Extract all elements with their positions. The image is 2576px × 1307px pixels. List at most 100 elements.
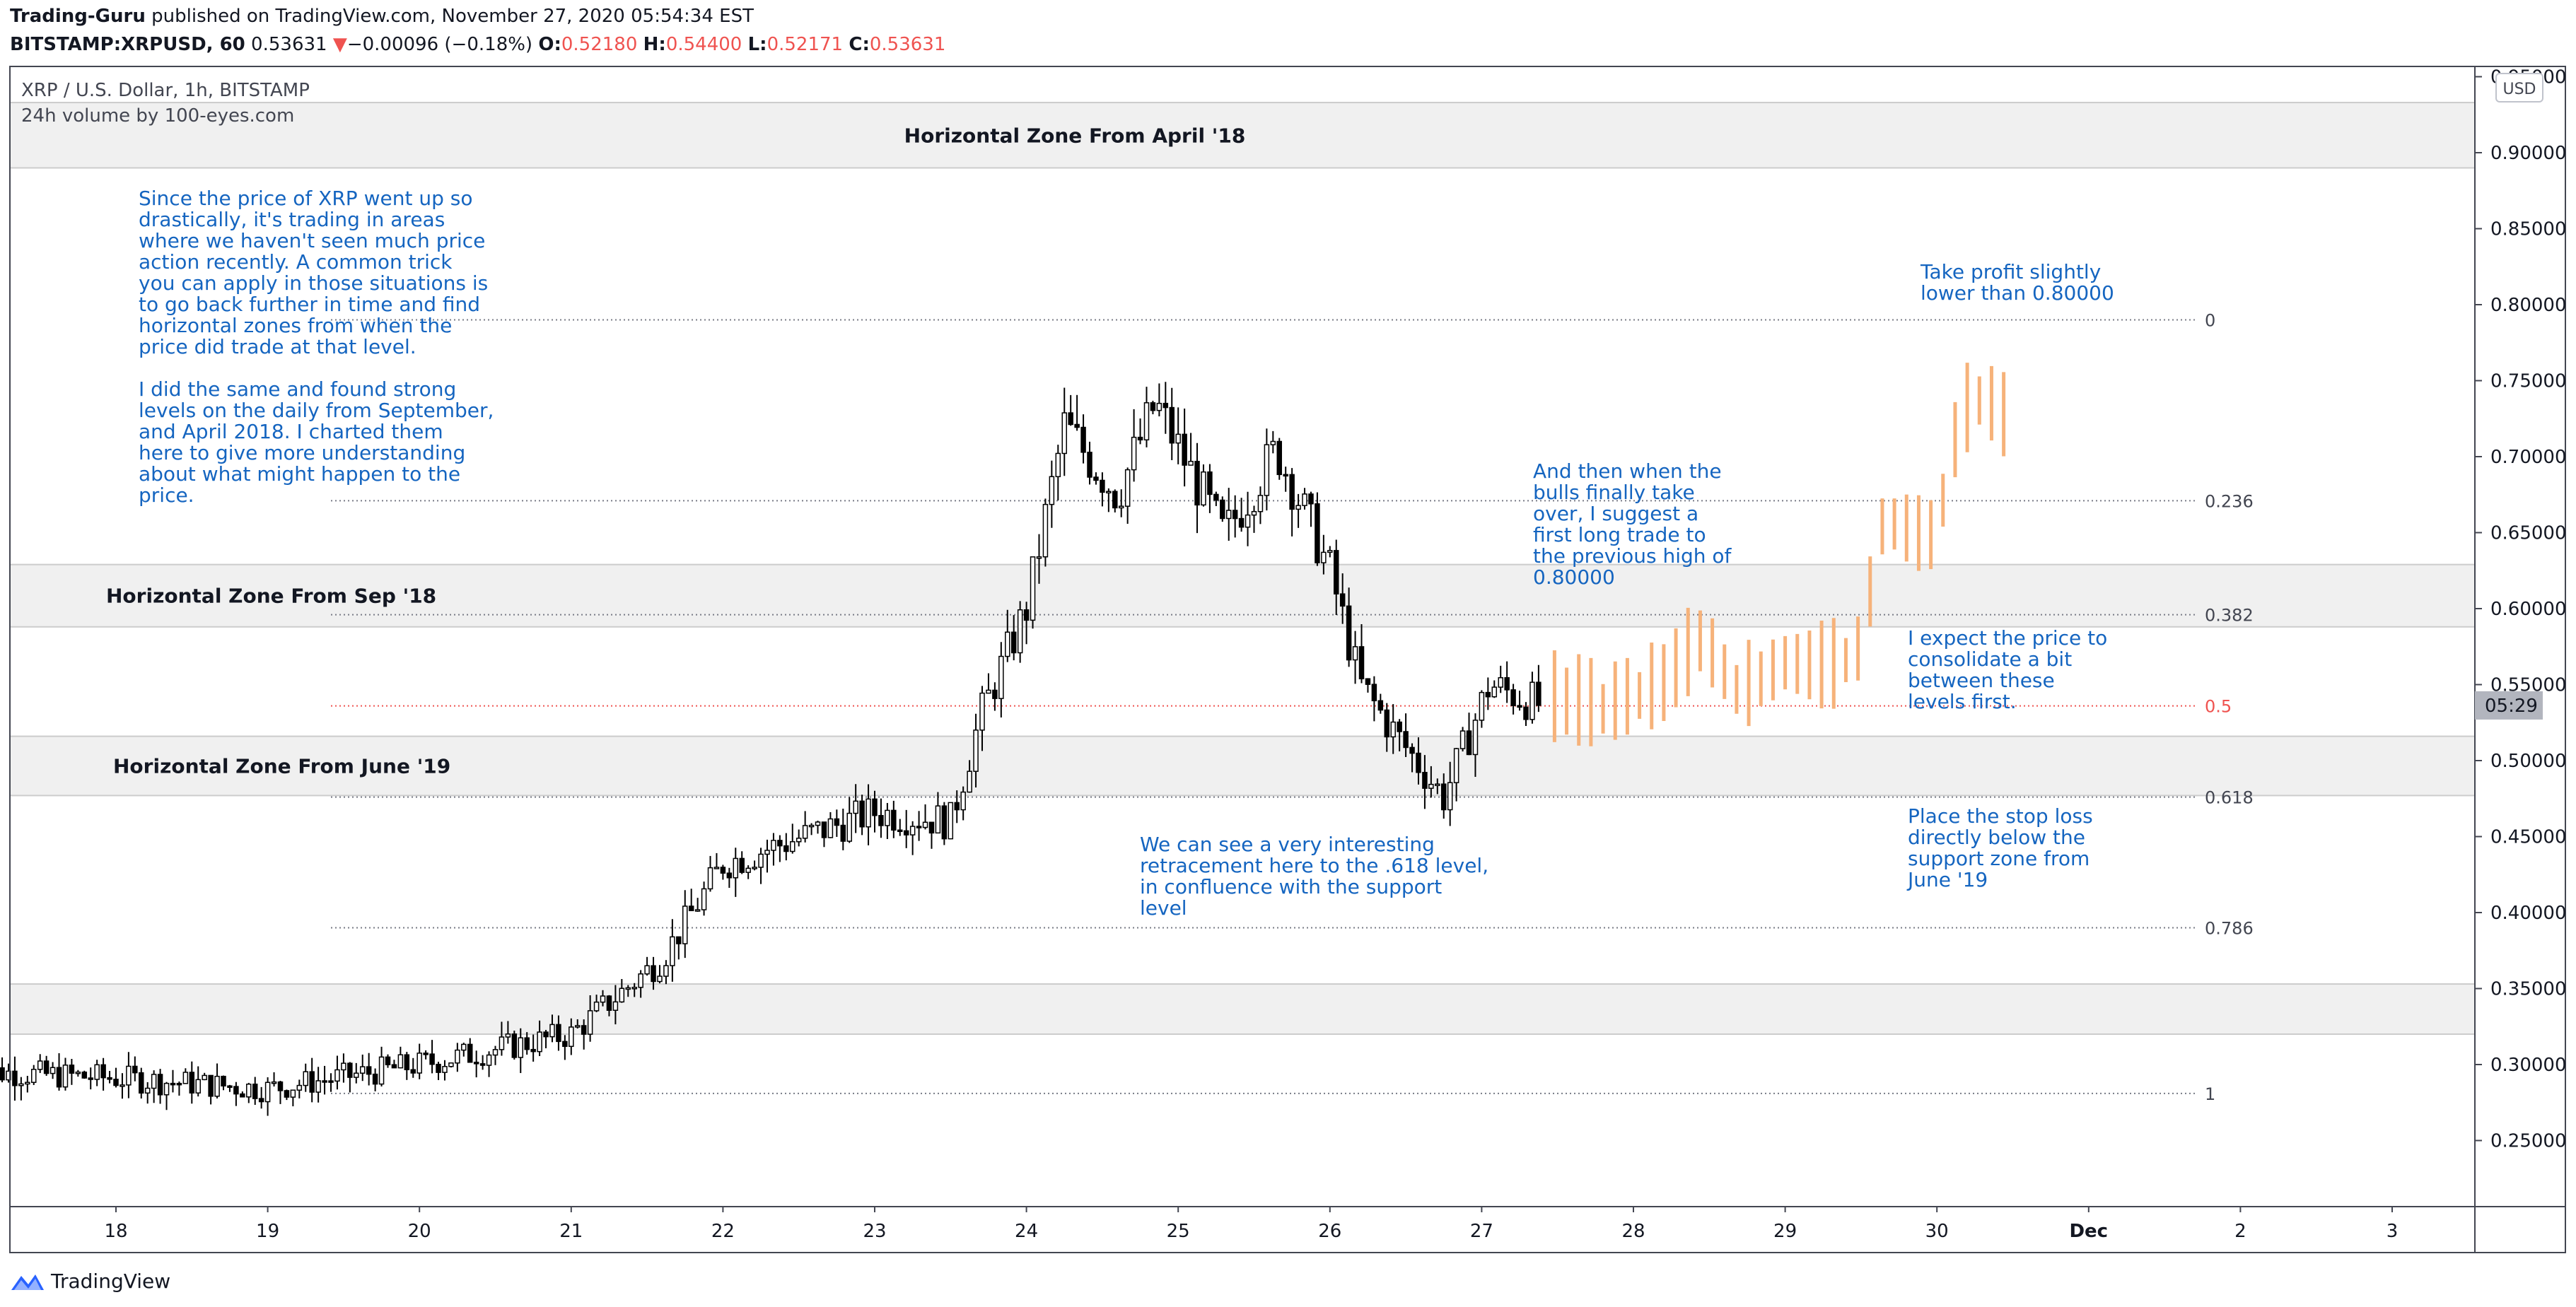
candle-body: [56, 1067, 62, 1088]
candle-body: [322, 1080, 327, 1083]
candle-body: [303, 1071, 308, 1086]
candle-body: [1441, 783, 1447, 811]
candle-body: [530, 1048, 536, 1053]
candle-body: [1517, 705, 1522, 708]
candle-body: [581, 1025, 587, 1035]
horizontal-zones: Horizontal Zone From April '18 Horizontal…: [9, 102, 2476, 1036]
candle-body: [1302, 493, 1307, 506]
footer-brand[interactable]: TradingView: [51, 1269, 171, 1293]
candle-body: [170, 1082, 176, 1086]
time-tick-label: 18: [104, 1221, 127, 1242]
high-label: H:: [643, 34, 666, 55]
candle-body: [853, 800, 858, 814]
candle-body: [619, 987, 625, 1003]
fib-level-label: 0: [2205, 311, 2215, 331]
candle-body: [214, 1075, 220, 1097]
author-name[interactable]: Trading-Guru: [10, 6, 146, 27]
time-tick-label: 21: [559, 1221, 583, 1242]
candle-body: [49, 1067, 56, 1074]
time-tick-label: 28: [1621, 1221, 1645, 1242]
candle-body: [1049, 476, 1055, 505]
candle-body: [631, 987, 637, 990]
candle-body: [341, 1062, 346, 1071]
candle-body: [676, 936, 682, 944]
candle-body: [1315, 503, 1320, 563]
bar-countdown: 05:29: [2485, 696, 2538, 717]
candle-body: [1409, 746, 1415, 754]
candle-body: [1333, 550, 1339, 594]
candle-body: [1377, 700, 1384, 711]
candle-body: [694, 909, 701, 912]
low-label: L:: [747, 34, 767, 55]
price-tick-label: 0.45000: [2490, 827, 2567, 848]
candle-body: [834, 818, 840, 826]
candle-body: [600, 995, 606, 1003]
candle-body: [37, 1060, 43, 1070]
close-value: 0.53631: [869, 34, 946, 55]
candle-body: [593, 1001, 600, 1012]
time-axis[interactable]: 18 19 20 21 22 23 24 25 26 27 28 29 30 Dec 2 3: [104, 1207, 2398, 1242]
candle-body: [606, 995, 612, 1011]
candle-body: [12, 1070, 18, 1086]
candle-body: [802, 825, 808, 839]
candle-body: [815, 821, 821, 826]
currency-button[interactable]: [2495, 73, 2543, 102]
candle-body: [416, 1053, 422, 1074]
candle-body: [1225, 510, 1232, 520]
fibonacci-retracement[interactable]: 0 0.236 0.382 0.5 0.618 0.786 1: [331, 311, 2254, 1104]
candle-body: [385, 1056, 391, 1065]
candle-body: [941, 805, 948, 840]
fib-level-label: 0.5: [2205, 697, 2232, 717]
candle-body: [467, 1043, 473, 1063]
candle-body: [846, 812, 852, 842]
candle-body: [284, 1090, 290, 1098]
candle-body: [144, 1087, 151, 1094]
candle-body: [1416, 752, 1421, 773]
candle-body: [1289, 474, 1295, 510]
candle-body: [486, 1054, 492, 1066]
candle-body: [928, 821, 935, 834]
candle-body: [909, 826, 916, 836]
candle-body: [397, 1054, 404, 1069]
candle-body: [758, 853, 764, 868]
candle-body: [69, 1065, 75, 1074]
legend-volume[interactable]: 24h volume by 100-eyes.com: [21, 105, 294, 127]
candle-body: [764, 850, 770, 855]
candle-body: [777, 840, 783, 847]
price-axis[interactable]: 0.950000.900000.850000.800000.750000.700…: [2475, 67, 2567, 1152]
candle-body: [1466, 730, 1472, 756]
legend-title[interactable]: XRP / U.S. Dollar, 1h, BITSTAMP: [21, 80, 310, 101]
candle-body: [18, 1083, 24, 1086]
candle-body: [726, 872, 733, 879]
outer-frame: [9, 66, 2566, 1253]
candle-body: [1238, 517, 1245, 528]
candle-body: [100, 1064, 106, 1079]
symbol-label[interactable]: BITSTAMP:XRPUSD, 60: [10, 34, 245, 55]
time-tick-label: 19: [256, 1221, 279, 1242]
price-tick-label: 0.80000: [2490, 295, 2567, 316]
candle-body: [1175, 433, 1181, 444]
candle-body: [1491, 686, 1498, 698]
candle-body: [81, 1071, 88, 1079]
candle-body: [378, 1056, 385, 1085]
candle-body: [189, 1072, 195, 1094]
candle-body: [562, 1041, 568, 1048]
last-price: 0.53631: [251, 34, 327, 55]
candle-body: [992, 689, 998, 699]
candle-body: [499, 1036, 505, 1050]
candle-body: [1055, 452, 1061, 478]
candle-body: [1124, 469, 1131, 507]
candle-body: [1112, 491, 1118, 509]
price-tick-label: 0.85000: [2490, 219, 2567, 240]
candle-body: [821, 821, 827, 838]
candle-body: [733, 857, 739, 879]
candlestick-series: [0, 382, 1541, 1116]
candle-body: [651, 965, 656, 983]
annotation-note: I expect the price to consolidate a bit be…: [1908, 626, 2107, 713]
candle-body: [62, 1065, 69, 1088]
candle-body: [935, 805, 941, 834]
high-value: 0.54400: [665, 34, 742, 55]
candle-body: [1087, 452, 1092, 478]
candle-body: [404, 1054, 410, 1070]
